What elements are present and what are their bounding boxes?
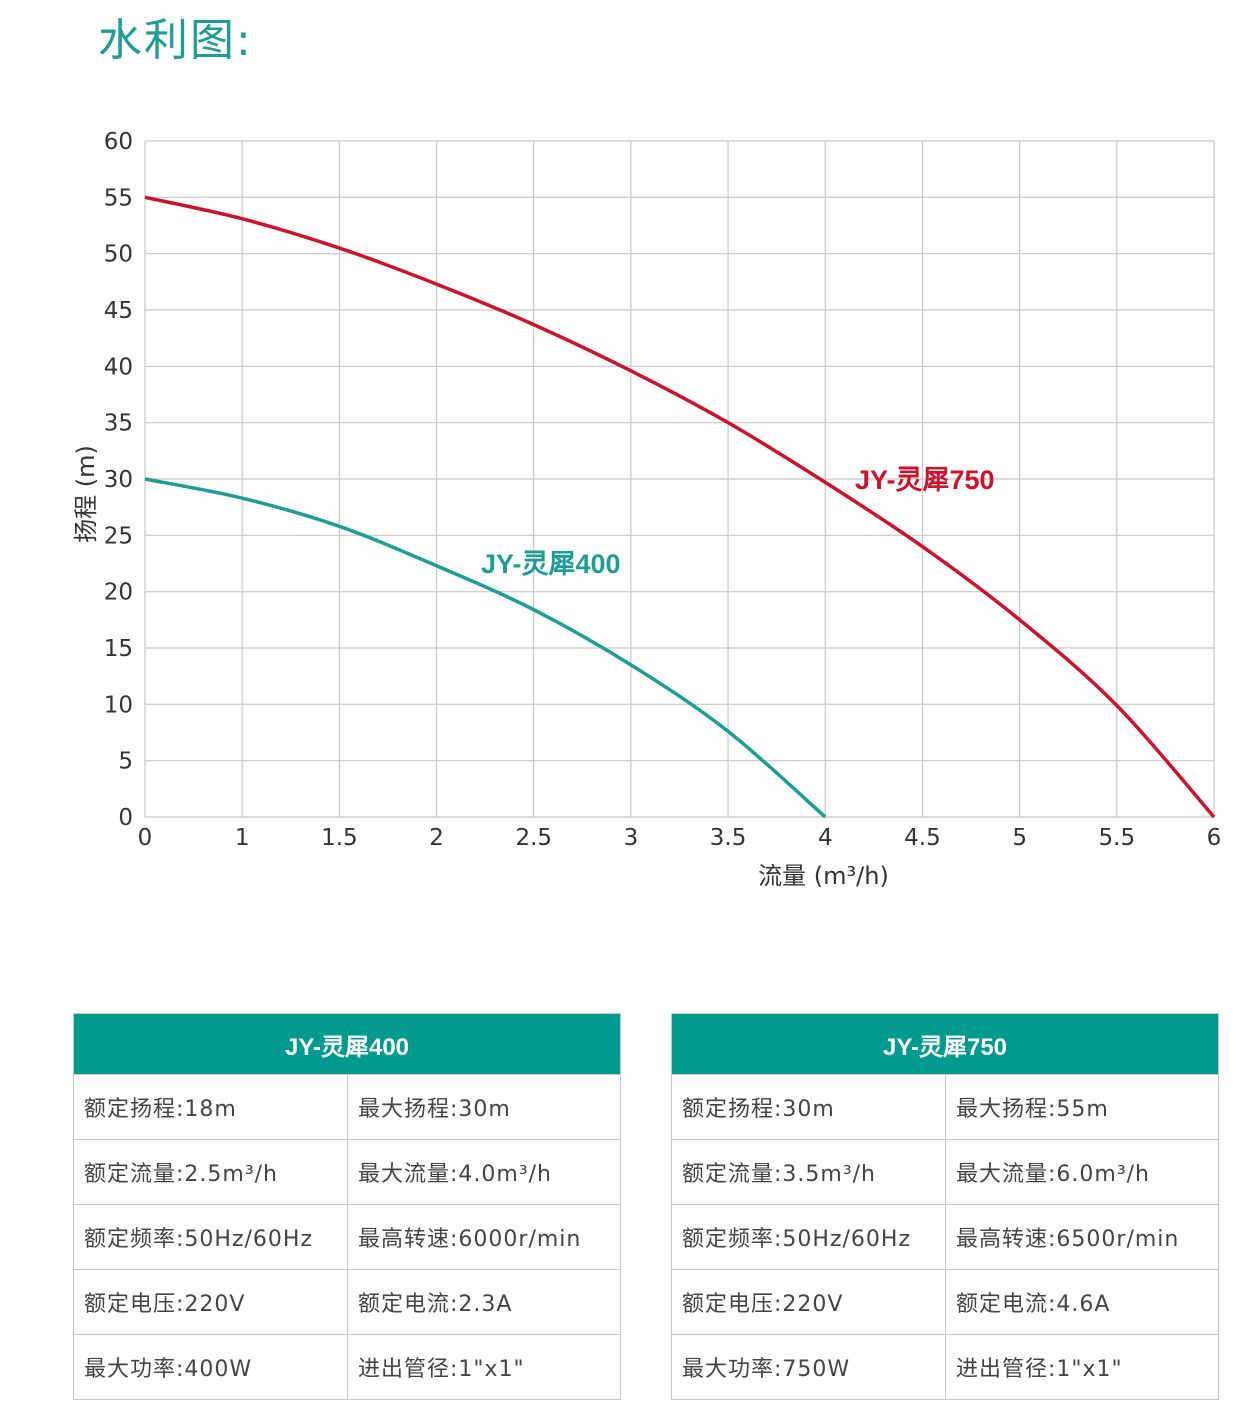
table-row: 额定扬程:18m 最大扬程:30m (73, 1074, 622, 1140)
x-tick-label: 0 (138, 825, 153, 851)
y-tick-label: 5 (118, 749, 133, 775)
spec-cell: 额定流量:3.5m³/h (671, 1139, 946, 1205)
spec-cell: 最大流量:4.0m³/h (346, 1139, 622, 1205)
spec-cell: 最高转速:6000r/min (346, 1204, 622, 1270)
y-tick-label: 30 (104, 467, 133, 493)
series-line (144, 195, 1216, 819)
spec-cell: 最高转速:6500r/min (944, 1204, 1220, 1270)
spec-cell: 最大扬程:30m (346, 1074, 622, 1140)
y-tick-label: 0 (118, 805, 133, 831)
spec-cell: 最大功率:750W (671, 1334, 946, 1400)
spec-cell: 额定流量:2.5m³/h (73, 1139, 348, 1205)
spec-cell: 额定电压:220V (73, 1269, 348, 1335)
y-tick-label: 35 (104, 411, 133, 437)
table-row: 额定电压:220V 额定电流:2.3A (73, 1269, 622, 1335)
spec-table-title: JY-灵犀400 (72, 1013, 622, 1075)
y-tick-label: 15 (104, 636, 133, 662)
table-row: 额定频率:50Hz/60Hz 最高转速:6000r/min (73, 1204, 622, 1270)
spec-cell: 最大功率:400W (73, 1334, 348, 1400)
x-tick-label: 2.5 (515, 825, 552, 851)
page-title: 水利图: (98, 15, 253, 66)
series-label: JY-灵犀400 (481, 549, 621, 579)
spec-table-400: JY-灵犀400 额定扬程:18m 最大扬程:30m 额定流量:2.5m³/h … (72, 1013, 622, 1400)
spec-cell: 最大扬程:55m (944, 1074, 1220, 1140)
y-tick-label: 10 (104, 692, 133, 718)
x-tick-label: 1 (235, 825, 250, 851)
x-tick-label: 5 (1012, 825, 1027, 851)
y-tick-label: 60 (104, 129, 133, 155)
spec-cell: 进出管径:1"x1" (944, 1334, 1220, 1400)
spec-cell: 进出管径:1"x1" (346, 1334, 622, 1400)
spec-cell: 额定频率:50Hz/60Hz (73, 1204, 348, 1270)
spec-table-750: JY-灵犀750 额定扬程:30m 最大扬程:55m 额定流量:3.5m³/h … (670, 1013, 1220, 1400)
spec-cell: 额定电压:220V (671, 1269, 946, 1335)
spec-table-title: JY-灵犀750 (670, 1013, 1220, 1075)
table-row: 额定流量:3.5m³/h 最大流量:6.0m³/h (671, 1139, 1220, 1205)
series-line (144, 477, 827, 819)
x-axis-label: 流量 (m³/h) (758, 862, 889, 890)
y-tick-label: 25 (104, 523, 133, 549)
x-tick-label: 6 (1207, 825, 1222, 851)
x-tick-label: 4 (818, 825, 833, 851)
y-tick-label: 55 (104, 185, 133, 211)
spec-cell: 最大流量:6.0m³/h (944, 1139, 1220, 1205)
table-row: 最大功率:750W 进出管径:1"x1" (671, 1334, 1220, 1400)
table-row: 额定电压:220V 额定电流:4.6A (671, 1269, 1220, 1335)
spec-cell: 额定扬程:30m (671, 1074, 946, 1140)
y-tick-label: 50 (104, 242, 133, 268)
y-tick-label: 45 (104, 298, 133, 324)
spec-cell: 额定电流:4.6A (944, 1269, 1220, 1335)
spec-cell: 额定频率:50Hz/60Hz (671, 1204, 946, 1270)
x-tick-label: 1.5 (321, 825, 358, 851)
x-tick-label: 3.5 (710, 825, 747, 851)
spec-cell: 额定扬程:18m (73, 1074, 348, 1140)
y-tick-label: 40 (104, 354, 133, 380)
x-tick-label: 5.5 (1099, 825, 1136, 851)
x-tick-label: 4.5 (904, 825, 941, 851)
y-axis-label: 扬程 (m) (72, 445, 100, 543)
spec-cell: 额定电流:2.3A (346, 1269, 622, 1335)
y-tick-label: 20 (104, 580, 133, 606)
performance-chart: 0 1 1.5 2 2.5 3 3.5 4 4.5 5 5.5 6051015202530354045… (72, 129, 1222, 890)
table-row: 最大功率:400W 进出管径:1"x1" (73, 1334, 622, 1400)
x-tick-label: 2 (429, 825, 444, 851)
table-row: 额定流量:2.5m³/h 最大流量:4.0m³/h (73, 1139, 622, 1205)
series-label: JY-灵犀750 (855, 465, 995, 495)
table-row: 额定频率:50Hz/60Hz 最高转速:6500r/min (671, 1204, 1220, 1270)
table-row: 额定扬程:30m 最大扬程:55m (671, 1074, 1220, 1140)
x-tick-label: 3 (624, 825, 639, 851)
